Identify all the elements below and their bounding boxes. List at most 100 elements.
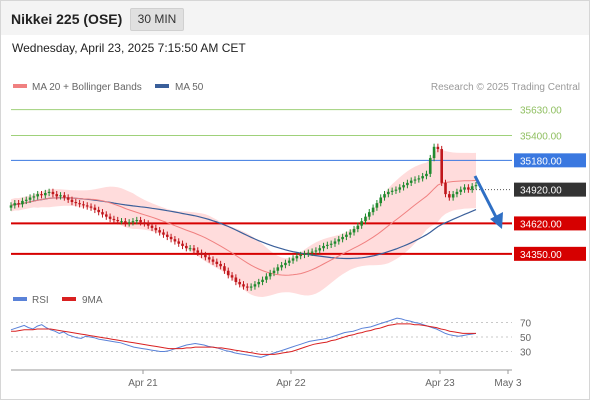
candle-body <box>154 227 158 231</box>
candle-body <box>272 270 276 273</box>
candle-body <box>276 267 280 271</box>
candle-body <box>44 193 47 196</box>
candle-body <box>318 248 322 251</box>
candle-body <box>143 222 146 224</box>
candle-body <box>444 182 447 195</box>
ma20-line <box>10 179 477 276</box>
candle-body <box>470 186 474 190</box>
rsi-tick-label: 50 <box>520 333 532 344</box>
candle-body <box>383 194 386 198</box>
candle-body <box>425 173 428 177</box>
forecast-arrow-head <box>490 212 503 229</box>
candle-body <box>204 254 207 258</box>
rsi-line <box>10 317 477 358</box>
candle-body <box>459 189 463 192</box>
candle-body <box>21 200 24 205</box>
candle-body <box>356 225 360 230</box>
candle-body <box>78 203 81 205</box>
candle-body <box>13 203 17 206</box>
candle-body <box>371 207 375 213</box>
candle-body <box>74 202 78 204</box>
legend-ma20: MA 20 + Bollinger Bands <box>13 82 142 93</box>
candle-body <box>188 248 192 250</box>
candle-body <box>207 257 211 260</box>
candle-body <box>97 209 100 213</box>
candle-body <box>40 194 43 196</box>
instrument-title: Nikkei 225 (OSE) <box>11 11 123 27</box>
pivot-level-tag <box>514 153 586 168</box>
candle-body <box>242 284 245 287</box>
candle-body <box>66 197 70 200</box>
candle-body <box>348 232 352 235</box>
candle-body <box>409 180 413 183</box>
candle-body <box>196 250 200 253</box>
candle-body <box>257 282 261 285</box>
candle-body <box>17 203 20 205</box>
candle-body <box>131 221 135 223</box>
candle-body <box>116 220 120 222</box>
candle-body <box>127 222 131 224</box>
candle-body <box>440 149 443 183</box>
candle-body <box>234 277 238 282</box>
candle-body <box>158 230 161 233</box>
support-level-label: 34620.00 <box>520 219 562 230</box>
candle-body <box>306 252 310 254</box>
support-level-tag <box>514 246 586 261</box>
ma20-legend-label: MA 20 + Bollinger Bands <box>32 82 142 93</box>
candle-body <box>28 197 32 200</box>
forecast-arrow-line <box>473 175 500 222</box>
candle-body <box>455 191 459 195</box>
candle-body <box>406 182 409 186</box>
support-level-tag <box>514 216 586 231</box>
candle-body <box>249 286 253 288</box>
candle-body <box>387 191 390 195</box>
candle-body <box>215 261 219 264</box>
candle-body <box>268 272 272 277</box>
candle-body <box>280 265 283 268</box>
candle-body <box>93 207 97 210</box>
candle-body <box>303 253 306 255</box>
x-axis-tick-label: Apr 21 <box>128 378 158 389</box>
candle-body <box>352 229 356 233</box>
candle-body <box>436 146 440 150</box>
rsi-legend-label: RSI <box>32 295 49 306</box>
moving-averages <box>10 179 477 276</box>
research-credit: Research © 2025 Trading Central <box>431 82 580 93</box>
legend-ma50: MA 50 <box>155 82 204 93</box>
candle-body <box>211 259 215 262</box>
candle-body <box>265 276 268 280</box>
price-level-tags: 35630.00 35400.00 35180.00 34920.00 34620.00… <box>514 106 586 261</box>
candles <box>9 143 478 291</box>
candle-body <box>238 282 241 285</box>
candle-body <box>428 158 432 174</box>
candle-body <box>219 263 222 267</box>
candle-body <box>192 248 196 251</box>
current-level-label: 34920.00 <box>520 186 562 197</box>
candle-body <box>24 199 28 201</box>
ma9-legend-label: 9MA <box>82 295 103 306</box>
candle-body <box>70 199 74 203</box>
candle-body <box>394 189 398 191</box>
candle-body <box>32 196 36 198</box>
candle-body <box>314 250 318 252</box>
candle-body <box>451 194 455 198</box>
candle-body <box>337 239 341 242</box>
candle-body <box>169 236 173 240</box>
candle-body <box>467 187 470 190</box>
candle-body <box>59 195 62 197</box>
rsi-tick-label: 30 <box>520 348 532 359</box>
candle-body <box>165 234 169 237</box>
candle-body <box>390 190 394 192</box>
candle-body <box>375 203 379 208</box>
bollinger-band-area <box>11 148 476 297</box>
candle-body <box>89 206 93 208</box>
candle-body <box>295 256 299 259</box>
x-axis-tick-label: Apr 22 <box>276 378 306 389</box>
candle-body <box>287 260 291 263</box>
ma50-swatch <box>155 84 169 88</box>
candle-body <box>173 239 177 242</box>
candle-body <box>226 270 230 276</box>
timeframe-button[interactable]: 30 MIN <box>130 8 184 31</box>
rsi-legend: RSI 9MA <box>13 295 103 306</box>
candle-body <box>82 204 85 206</box>
